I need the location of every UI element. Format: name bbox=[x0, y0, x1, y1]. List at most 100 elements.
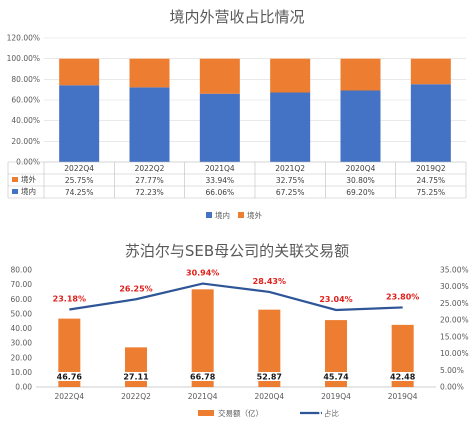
bar-domestic bbox=[270, 92, 311, 162]
x-tick-label: 2019Q4 bbox=[321, 392, 351, 401]
legend-label-overseas: 境外 bbox=[247, 210, 262, 220]
y2-tick-label: 35.00% bbox=[440, 266, 469, 275]
y2-tick-label: 5.00% bbox=[440, 366, 464, 375]
table-cell-domestic: 74.25% bbox=[65, 188, 94, 197]
legend-key-overseas bbox=[12, 177, 18, 182]
line-value-label: 30.94% bbox=[186, 269, 219, 278]
y-tick-label: 20.00% bbox=[11, 137, 40, 146]
bar-value-label: 52.87 bbox=[257, 373, 282, 382]
bar-transaction bbox=[258, 309, 281, 387]
table-cell-overseas: 24.75% bbox=[417, 176, 446, 185]
y-tick-label: 60.00% bbox=[11, 96, 40, 105]
bar-transaction bbox=[58, 318, 81, 387]
x-tick-label: 2021Q4 bbox=[188, 392, 218, 401]
y-tick-label: 120.00% bbox=[7, 34, 40, 43]
bar-transaction bbox=[191, 289, 214, 387]
legend-swatch-overseas bbox=[238, 212, 244, 218]
table-cell-overseas: 27.77% bbox=[135, 176, 164, 185]
y2-tick-label: 10.00% bbox=[440, 349, 469, 358]
line-value-label: 26.25% bbox=[119, 284, 152, 293]
table-cell-domestic: 69.20% bbox=[346, 188, 375, 197]
chart2-title: 苏泊尔与SEB母公司的关联交易额 bbox=[125, 242, 349, 260]
bar-value-label: 66.78 bbox=[190, 373, 216, 382]
y-tick-label: 40.00% bbox=[11, 116, 40, 125]
x-tick-label: 2021Q4 bbox=[205, 164, 235, 173]
y-tick-label: 10.00 bbox=[11, 368, 33, 377]
y-tick-label: 80.00% bbox=[11, 75, 40, 84]
table-cell-domestic: 66.06% bbox=[206, 188, 235, 197]
table-cell-overseas: 32.75% bbox=[276, 176, 305, 185]
x-tick-label: 2021Q2 bbox=[275, 164, 305, 173]
watermark: 雪球：散户价值投资人 bbox=[319, 405, 446, 419]
value-label-bg bbox=[49, 372, 90, 381]
value-label-bg bbox=[382, 372, 423, 381]
bar-overseas bbox=[410, 58, 451, 85]
bar-transaction bbox=[325, 320, 347, 387]
value-label-bg bbox=[182, 372, 223, 381]
y-tick-label: 80.00 bbox=[11, 266, 33, 275]
x-tick-label: 2022Q4 bbox=[54, 392, 84, 401]
bar-transaction bbox=[391, 324, 414, 387]
y-tick-label: 70.00 bbox=[11, 280, 33, 289]
x-tick-label: 2019Q2 bbox=[416, 164, 446, 173]
bar-value-label: 45.74 bbox=[323, 373, 349, 382]
bar-domestic bbox=[340, 90, 381, 162]
y-tick-label: 100.00% bbox=[7, 54, 40, 63]
y2-tick-label: 0.00% bbox=[440, 383, 464, 392]
x-tick-label: 2020Q4 bbox=[346, 164, 376, 173]
bar-overseas bbox=[199, 58, 240, 94]
related-transaction-chart: 苏泊尔与SEB母公司的关联交易额 0.00 10.00 20.00 30.00 40.0… bbox=[11, 242, 469, 418]
y2-tick-label: 20.00% bbox=[440, 316, 469, 325]
table-row-header-domestic: 境内 bbox=[21, 186, 36, 196]
y-tick-label: 50.00 bbox=[11, 309, 33, 318]
y-tick-label: 0.00 bbox=[15, 383, 32, 392]
y-tick-label: 20.00 bbox=[11, 353, 33, 362]
y2-tick-label: 30.00% bbox=[440, 282, 469, 291]
table-cell-overseas: 30.80% bbox=[346, 176, 375, 185]
bar-overseas bbox=[340, 58, 381, 91]
legend-key-domestic bbox=[12, 189, 18, 194]
legend-label-transaction: 交易额（亿） bbox=[218, 408, 263, 418]
chart1-title: 境内外营收占比情况 bbox=[169, 8, 304, 26]
line-value-label: 23.18% bbox=[53, 295, 86, 304]
y2-tick-label: 15.00% bbox=[440, 332, 469, 341]
legend-swatch-transaction bbox=[198, 410, 214, 416]
y-tick-label: 40.00 bbox=[11, 324, 33, 333]
table-cell-domestic: 75.25% bbox=[417, 188, 446, 197]
bar-value-label: 27.11 bbox=[123, 373, 149, 382]
bar-value-label: 42.48 bbox=[390, 373, 416, 382]
table-cell-overseas: 33.94% bbox=[206, 176, 235, 185]
legend-swatch-domestic bbox=[206, 212, 212, 218]
table-row-header-overseas: 境外 bbox=[21, 174, 36, 184]
bar-domestic bbox=[410, 84, 451, 162]
y2-tick-label: 25.00% bbox=[440, 299, 469, 308]
line-value-label: 23.80% bbox=[386, 292, 419, 301]
revenue-share-chart: 境内外营收占比情况 0.00%20.00%40.00%60.00%80.00%1… bbox=[7, 8, 467, 220]
x-tick-label: 2022Q2 bbox=[135, 164, 165, 173]
x-tick-label: 2022Q4 bbox=[64, 164, 94, 173]
value-label-bg bbox=[316, 372, 356, 381]
x-tick-label: 2020Q4 bbox=[254, 392, 284, 401]
value-label-bg bbox=[116, 372, 156, 381]
y-tick-label: 30.00 bbox=[11, 339, 33, 348]
table-cell-overseas: 25.75% bbox=[65, 176, 94, 185]
line-value-label: 28.43% bbox=[253, 277, 286, 286]
bar-domestic bbox=[199, 93, 240, 162]
bar-overseas bbox=[129, 58, 170, 88]
bar-overseas bbox=[59, 58, 100, 86]
table-cell-domestic: 72.23% bbox=[135, 188, 164, 197]
bar-overseas bbox=[270, 58, 311, 93]
bar-domestic bbox=[59, 85, 100, 162]
bar-domestic bbox=[129, 87, 170, 162]
x-tick-label: 2022Q2 bbox=[121, 392, 151, 401]
watermark-text: 雪球：散户价值投资人 bbox=[336, 405, 446, 419]
y-tick-label: 60.00 bbox=[11, 295, 33, 304]
legend-label-domestic: 境内 bbox=[215, 210, 230, 220]
line-share bbox=[69, 282, 403, 312]
line-value-label: 23.04% bbox=[319, 295, 352, 304]
x-tick-label: 2019Q4 bbox=[388, 392, 418, 401]
watermark-logo-icon bbox=[319, 405, 333, 419]
table-cell-domestic: 67.25% bbox=[276, 188, 305, 197]
value-label-bg bbox=[249, 372, 290, 381]
